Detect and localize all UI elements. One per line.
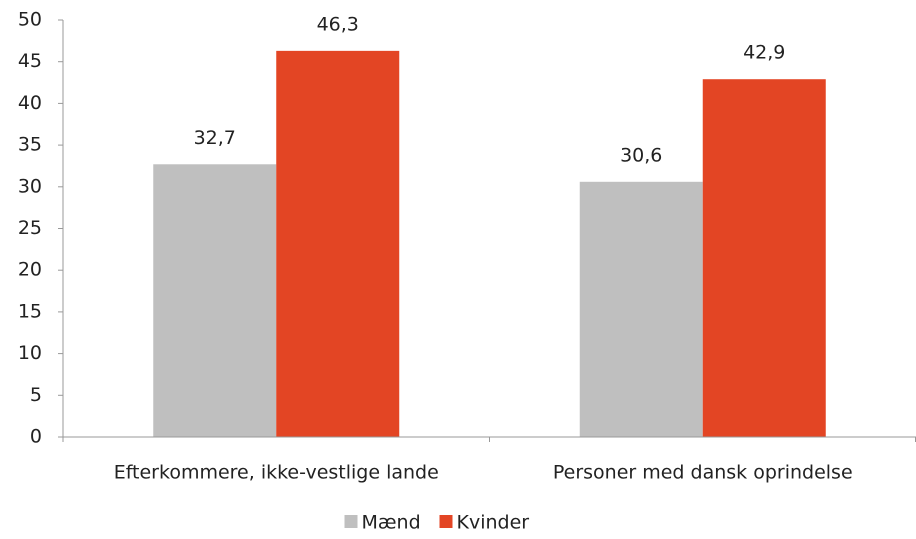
legend-label: Mænd (362, 512, 421, 534)
x-tick-label: Efterkommere, ikke-vestlige lande (114, 462, 439, 484)
y-tick-label: 50 (18, 9, 42, 31)
data-label: 32,7 (194, 127, 236, 149)
bar (702, 79, 826, 438)
legend-label: Kvinder (457, 512, 530, 534)
y-tick-label: 5 (30, 384, 42, 406)
y-tick-label: 15 (18, 300, 42, 322)
legend-swatch (344, 515, 358, 528)
data-label: 46,3 (317, 13, 359, 35)
legend-swatch (439, 515, 453, 528)
x-tick-label: Personer med dansk oprindelse (553, 462, 853, 484)
bar (153, 164, 277, 438)
bar (579, 181, 703, 437)
y-tick-label: 30 (18, 175, 42, 197)
y-tick-label: 40 (18, 92, 42, 114)
bar (276, 50, 400, 437)
y-tick-label: 35 (18, 134, 42, 156)
y-tick-label: 45 (18, 50, 42, 72)
y-tick-label: 10 (18, 342, 42, 364)
y-tick-label: 0 (30, 426, 42, 448)
data-label: 30,6 (620, 144, 662, 166)
data-label: 42,9 (743, 42, 785, 64)
y-tick-label: 25 (18, 217, 42, 239)
y-tick-label: 20 (18, 259, 42, 281)
